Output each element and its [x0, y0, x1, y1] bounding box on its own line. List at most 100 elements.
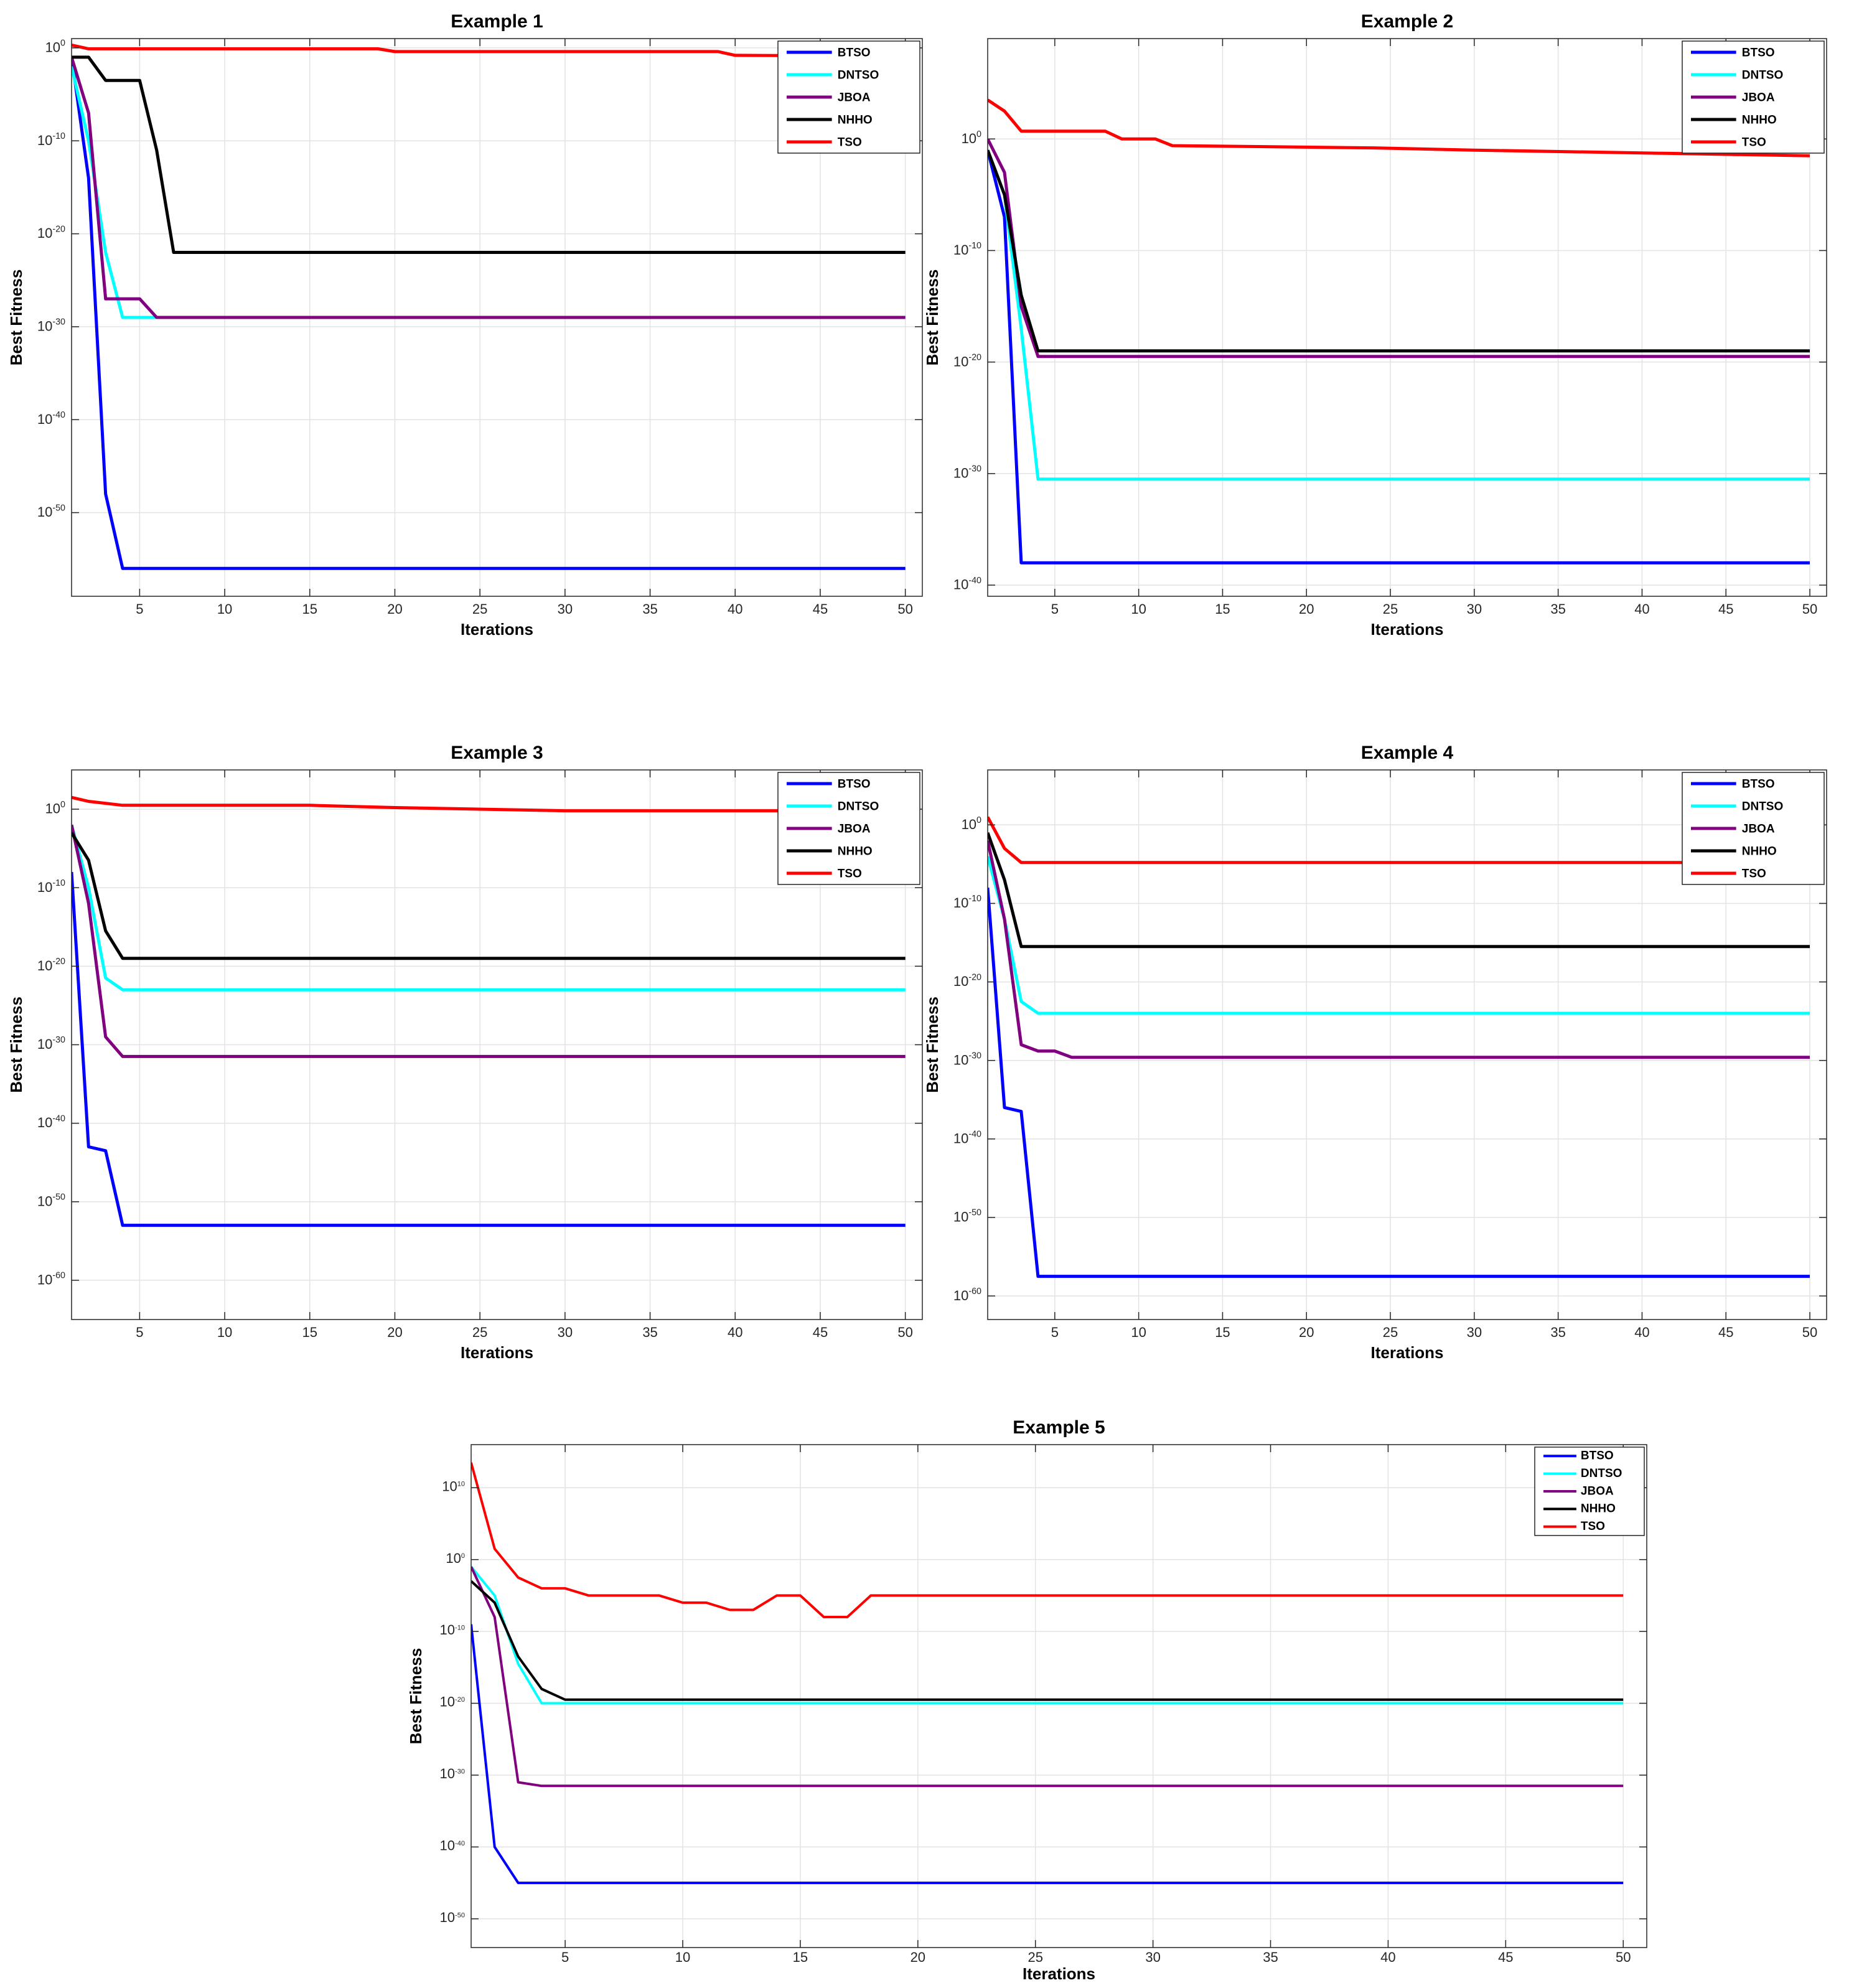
x-tick-label: 45 — [1718, 1325, 1733, 1340]
y-tick-label: 10-10 — [37, 131, 65, 148]
legend-label-nhho: NHHO — [838, 845, 873, 858]
y-tick-label: 10-60 — [37, 1271, 65, 1288]
y-tick-label: 10-20 — [37, 957, 65, 973]
y-tick-label: 10-40 — [37, 1114, 65, 1130]
y-tick-label: 10-20 — [953, 352, 981, 369]
legend: BTSO DNTSO JBOA NHHO TSO — [777, 772, 920, 885]
axes-box — [71, 38, 923, 597]
axes-box — [987, 38, 1827, 597]
y-tick-label: 100 — [45, 39, 65, 55]
legend-label-dntso: DNTSO — [838, 800, 879, 813]
chart-title: Example 2 — [1361, 11, 1453, 32]
series-line-jboa — [988, 840, 1810, 1059]
legend-label-nhho: NHHO — [1742, 114, 1777, 127]
x-tick-label: 50 — [897, 601, 912, 617]
legend-label-btso: BTSO — [838, 778, 871, 791]
y-axis-label: Best Fitness — [923, 996, 942, 1093]
x-tick-label: 5 — [136, 601, 143, 617]
axes-box — [987, 769, 1827, 1320]
x-tick-label: 45 — [1718, 601, 1733, 617]
series-line-jboa — [72, 57, 906, 319]
x-tick-label: 15 — [793, 1949, 808, 1965]
y-axis-label: Best Fitness — [406, 1648, 425, 1745]
legend-label-dntso: DNTSO — [838, 69, 879, 82]
x-tick-label: 25 — [1383, 601, 1398, 617]
x-tick-label: 45 — [1498, 1949, 1513, 1965]
series-line-tso — [72, 795, 906, 813]
y-tick-label: 1010 — [442, 1478, 465, 1494]
x-tick-label: 15 — [1215, 601, 1230, 617]
y-tick-label: 10-30 — [953, 1051, 981, 1067]
x-tick-label: 25 — [1383, 1325, 1398, 1340]
y-tick-label: 100 — [45, 800, 65, 817]
x-tick-label: 15 — [1215, 1325, 1230, 1340]
y-tick-label: 10-30 — [953, 464, 981, 481]
chart-title: Example 1 — [451, 11, 543, 32]
y-tick-label: 10-40 — [440, 1838, 465, 1854]
chart-title: Example 5 — [1013, 1417, 1105, 1438]
y-axis-label: Best Fitness — [923, 270, 942, 366]
chart-example-2: Example 2 Iterations Best Fitness 5 10 15 2… — [923, 11, 1827, 639]
x-tick-label: 50 — [1802, 601, 1817, 617]
x-tick-label: 10 — [1131, 1325, 1146, 1340]
x-tick-label: 25 — [1028, 1949, 1042, 1965]
series-line-btso — [471, 1624, 1624, 1885]
x-tick-label: 20 — [1299, 601, 1314, 617]
y-tick-label: 10-30 — [37, 317, 65, 334]
x-tick-label: 35 — [1550, 601, 1565, 617]
legend: BTSO DNTSO JBOA NHHO TSO — [1682, 40, 1825, 154]
x-tick-label: 10 — [217, 1325, 232, 1340]
series-line-jboa — [471, 1566, 1624, 1788]
legend-label-tso: TSO — [838, 868, 862, 881]
x-axis-label: Iterations — [1370, 620, 1443, 639]
y-tick-label: 10-60 — [953, 1287, 981, 1303]
y-tick-label: 10-50 — [953, 1208, 981, 1225]
legend-label-tso: TSO — [1742, 136, 1766, 149]
legend-label-nhho: NHHO — [1742, 845, 1777, 858]
chart-title: Example 3 — [451, 743, 543, 763]
series-line-dntso — [471, 1565, 1624, 1705]
x-tick-label: 40 — [1634, 1325, 1649, 1340]
y-tick-label: 10-20 — [440, 1694, 465, 1710]
x-tick-label: 50 — [1616, 1949, 1631, 1965]
series-line-btso — [988, 149, 1810, 565]
x-tick-label: 15 — [302, 1325, 317, 1340]
legend-label-jboa: JBOA — [838, 823, 871, 836]
legend-label-tso: TSO — [1742, 868, 1766, 881]
x-tick-label: 50 — [1802, 1325, 1817, 1340]
y-tick-label: 100 — [446, 1550, 465, 1566]
legend-label-btso: BTSO — [1742, 778, 1775, 791]
y-tick-label: 10-50 — [440, 1910, 465, 1925]
x-tick-label: 20 — [387, 1325, 402, 1340]
x-tick-label: 30 — [1467, 601, 1482, 617]
legend-label-btso: BTSO — [1581, 1449, 1614, 1462]
legend-label-jboa: JBOA — [1742, 823, 1775, 836]
series-line-btso — [72, 871, 906, 1227]
series-line-nhho — [72, 832, 906, 960]
x-tick-label: 25 — [472, 601, 487, 617]
series-line-nhho — [988, 149, 1810, 353]
legend: BTSO DNTSO JBOA NHHO TSO — [1682, 772, 1825, 885]
y-tick-label: 10-10 — [953, 241, 981, 258]
legend-label-jboa: JBOA — [838, 91, 871, 105]
legend-label-nhho: NHHO — [838, 114, 873, 127]
x-axis-label: Iterations — [461, 1343, 533, 1362]
x-tick-label: 20 — [911, 1949, 925, 1965]
axes-box — [471, 1444, 1647, 1948]
series-line-dntso — [72, 824, 906, 992]
series-line-tso — [988, 816, 1810, 865]
legend-label-btso: BTSO — [838, 47, 871, 60]
x-tick-label: 40 — [1380, 1949, 1395, 1965]
x-tick-label: 30 — [1467, 1325, 1482, 1340]
chart-example-4: Example 4 Iterations Best Fitness 5 10 15 2… — [923, 743, 1827, 1362]
legend-label-tso: TSO — [1581, 1520, 1605, 1533]
legend-label-nhho: NHHO — [1581, 1503, 1616, 1516]
x-tick-label: 20 — [1299, 1325, 1314, 1340]
series-line-nhho — [72, 55, 906, 254]
y-tick-label: 10-40 — [953, 576, 981, 593]
series-line-btso — [988, 888, 1810, 1278]
x-tick-label: 35 — [1263, 1949, 1278, 1965]
x-tick-label: 10 — [217, 601, 232, 617]
x-tick-label: 45 — [813, 1325, 828, 1340]
